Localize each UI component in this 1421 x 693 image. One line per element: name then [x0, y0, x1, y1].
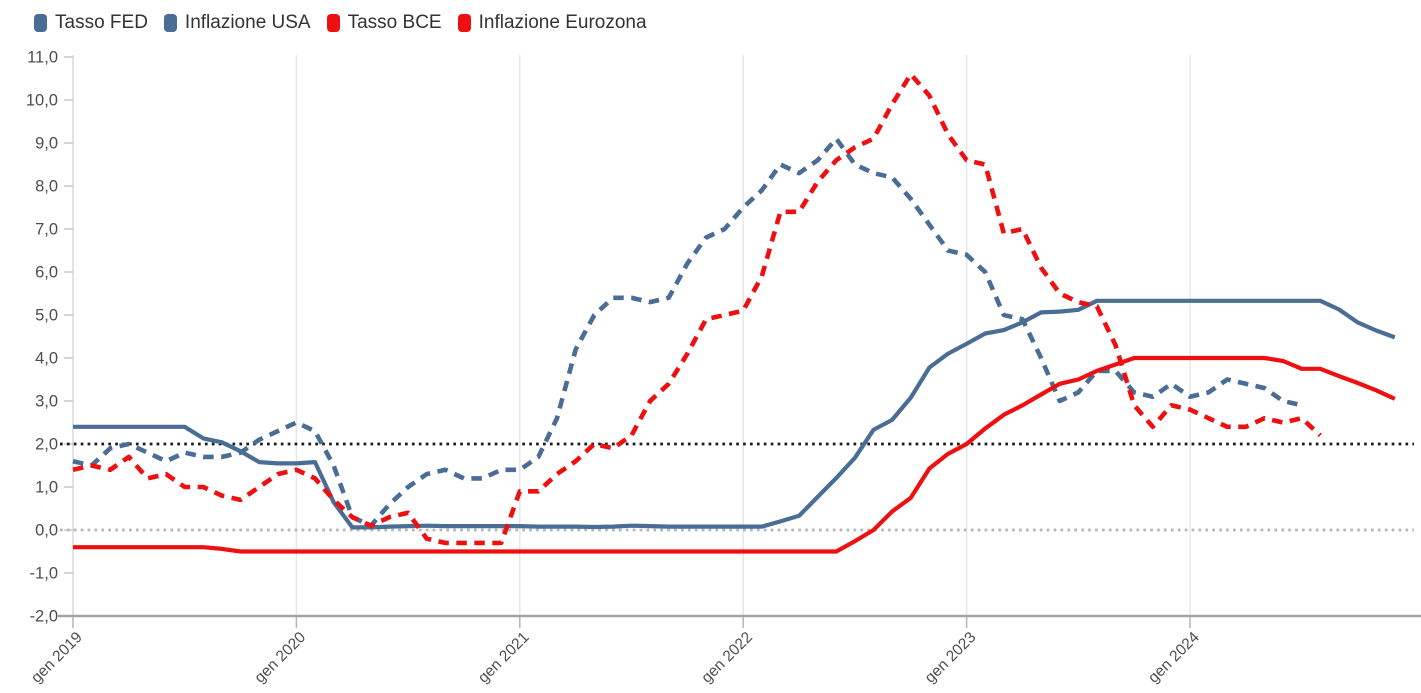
x-tick-label: gen 2022 — [698, 629, 756, 687]
x-tick-label: gen 2023 — [922, 629, 980, 687]
legend-swatch-icon — [457, 14, 471, 32]
y-tick-label: 0,0 — [35, 522, 58, 540]
legend-swatch-icon — [326, 14, 340, 32]
y-tick-label: 4,0 — [35, 350, 58, 368]
y-tick-label: 3,0 — [35, 393, 58, 411]
y-tick-label: 1,0 — [35, 479, 58, 497]
y-tick-label: 8,0 — [35, 178, 58, 196]
legend-item-inflazione-usa: Inflazione USA — [163, 12, 311, 34]
y-tick-label: 2,0 — [35, 436, 58, 454]
legend-item-inflazione-eurozona: Inflazione Eurozona — [457, 12, 647, 34]
series-line-tasso-fed — [73, 298, 1396, 530]
x-tick-label: gen 2024 — [1145, 629, 1203, 687]
legend-item-tasso-fed: Tasso FED — [34, 12, 148, 34]
legend-swatch-icon — [34, 14, 47, 32]
x-tick-label: gen 2019 — [28, 629, 86, 687]
series-line-inflazione-eurozona — [72, 71, 1322, 546]
series-line-tasso-bce — [73, 355, 1396, 554]
y-tick-label: 5,0 — [35, 307, 58, 325]
series-line-inflazione-usa — [72, 136, 1303, 529]
y-tick-label: 9,0 — [35, 135, 58, 153]
legend-label: Inflazione USA — [184, 12, 311, 33]
legend-label: Inflazione Eurozona — [478, 12, 647, 33]
legend-label: Tasso BCE — [347, 12, 442, 33]
legend-item-tasso-bce: Tasso BCE — [326, 12, 442, 34]
x-tick-label: gen 2021 — [475, 629, 533, 687]
x-tick-label: gen 2020 — [251, 629, 309, 687]
y-tick-label: -2,0 — [30, 608, 58, 626]
legend-label: Tasso FED — [55, 12, 148, 33]
y-tick-label: 7,0 — [35, 221, 58, 239]
y-tick-label: 10,0 — [26, 92, 58, 110]
legend: Tasso FED Inflazione USA Tasso BCE Inflazio… — [34, 12, 647, 34]
y-tick-label: 6,0 — [35, 264, 58, 282]
y-tick-label: -1,0 — [30, 565, 58, 583]
y-tick-label: 11,0 — [27, 49, 58, 67]
legend-swatch-icon — [163, 14, 177, 32]
